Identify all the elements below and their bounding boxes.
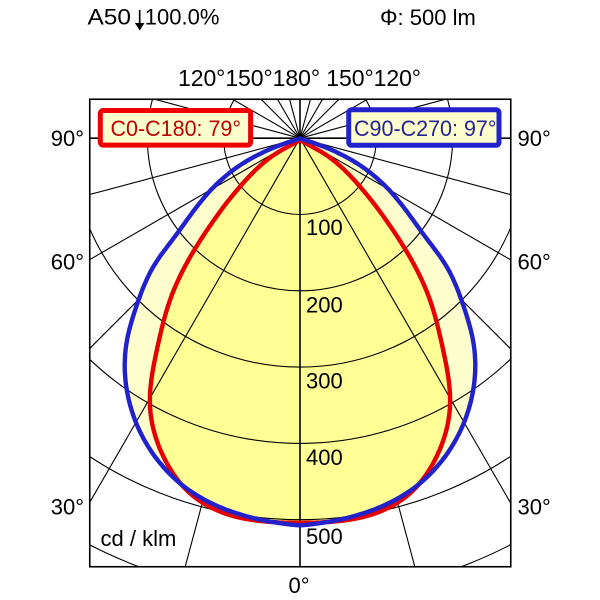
svg-text:60°: 60° [518, 250, 551, 275]
svg-text:Φ: 500 lm: Φ: 500 lm [380, 5, 476, 30]
svg-text:100: 100 [306, 215, 343, 240]
svg-text:500: 500 [306, 524, 343, 549]
svg-text:C0-C180: 79°: C0-C180: 79° [111, 116, 242, 141]
svg-text:100.0%: 100.0% [145, 5, 220, 30]
svg-text:300: 300 [306, 369, 343, 394]
svg-text:90°: 90° [51, 126, 84, 151]
svg-text:0°: 0° [288, 573, 309, 598]
svg-text:60°: 60° [51, 250, 84, 275]
svg-text:200: 200 [306, 292, 343, 317]
svg-text:C90-C270: 97°: C90-C270: 97° [354, 116, 497, 141]
svg-text:30°: 30° [518, 495, 551, 520]
svg-text:120°150°180° 150°120°: 120°150°180° 150°120° [178, 65, 421, 91]
svg-text:cd / klm: cd / klm [101, 526, 177, 551]
svg-text:400: 400 [306, 445, 343, 470]
svg-text:A50: A50 [88, 5, 132, 30]
svg-text:90°: 90° [518, 126, 551, 151]
svg-text:30°: 30° [51, 495, 84, 520]
